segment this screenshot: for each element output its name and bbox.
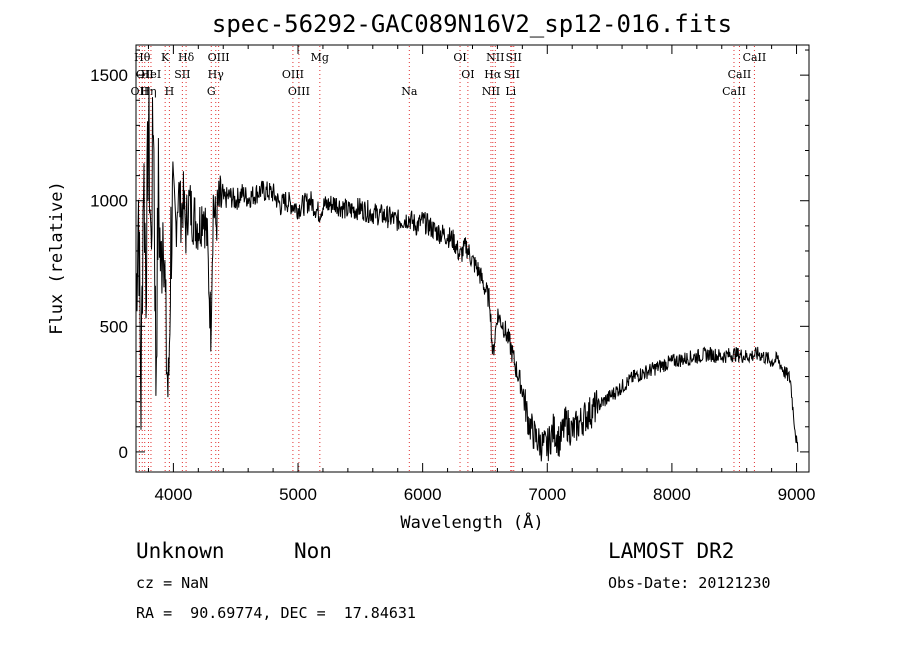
line-label-10: Hγ <box>208 68 225 81</box>
line-label-26: CaII <box>743 51 767 64</box>
y-tick-label: 1000 <box>90 192 128 211</box>
object-subclass-label: Non <box>294 539 332 563</box>
spectral-line-labels: OIIHθOIIHηHeIKHSIIHδGHγOIIIOIIIOIIIMgNaO… <box>131 51 767 98</box>
y-tick-label: 500 <box>100 317 128 336</box>
x-axis-label: Wavelength (Å) <box>400 511 543 533</box>
line-label-17: OI <box>461 68 474 81</box>
line-label-7: SII <box>174 68 190 81</box>
x-axis-ticks: 4000 5000 6000 7000 8000 9000 <box>147 45 816 504</box>
chart-title: spec-56292-GAC089N16V2_sp12-016.fits <box>212 10 732 38</box>
line-label-1: Hθ <box>134 51 151 64</box>
line-label-6: H <box>165 85 175 98</box>
line-label-12: OIII <box>282 68 304 81</box>
line-label-16: OI <box>453 51 466 64</box>
line-label-22: SII <box>504 68 520 81</box>
line-label-0: OII <box>131 85 149 98</box>
obs-date-label: Obs-Date: 20121230 <box>608 574 771 592</box>
line-label-23: SII <box>506 51 522 64</box>
line-label-25: CaII <box>728 68 752 81</box>
line-label-20: NII <box>486 51 504 64</box>
object-class-label: Unknown <box>136 539 225 563</box>
x-tick-label: 7000 <box>528 485 566 504</box>
x-tick-label: 9000 <box>778 485 816 504</box>
coordinates-label: RA = 90.69774, DEC = 17.84631 <box>136 604 416 622</box>
line-label-9: G <box>207 85 216 98</box>
y-tick-label: 0 <box>119 443 128 462</box>
redshift-label: cz = NaN <box>136 574 209 592</box>
spectrum-line <box>135 86 799 462</box>
x-tick-label: 6000 <box>404 485 442 504</box>
line-label-4: HeI <box>141 68 161 81</box>
line-label-13: OIII <box>288 85 310 98</box>
line-label-5: K <box>161 51 170 64</box>
line-label-21: Li <box>505 85 516 98</box>
survey-label: LAMOST DR2 <box>608 539 735 563</box>
y-axis-label: Flux (relative) <box>47 181 67 335</box>
line-label-8: Hδ <box>178 51 195 64</box>
plot-frame <box>135 44 810 473</box>
line-label-18: NII <box>482 85 500 98</box>
line-label-11: OIII <box>208 51 230 64</box>
line-label-19: Hα <box>484 68 502 81</box>
x-tick-label: 8000 <box>653 485 691 504</box>
line-label-2: OII <box>136 68 154 81</box>
spectrum-series <box>135 86 799 462</box>
spectral-line-markers <box>138 46 755 471</box>
line-label-15: Na <box>401 85 418 98</box>
y-tick-label: 1500 <box>90 66 128 85</box>
x-tick-label: 5000 <box>279 485 317 504</box>
line-label-24: CaII <box>722 85 746 98</box>
y-axis-ticks: 0 500 1000 1500 <box>90 49 809 462</box>
line-label-14: Mg <box>311 51 329 64</box>
x-tick-label: 4000 <box>154 485 192 504</box>
